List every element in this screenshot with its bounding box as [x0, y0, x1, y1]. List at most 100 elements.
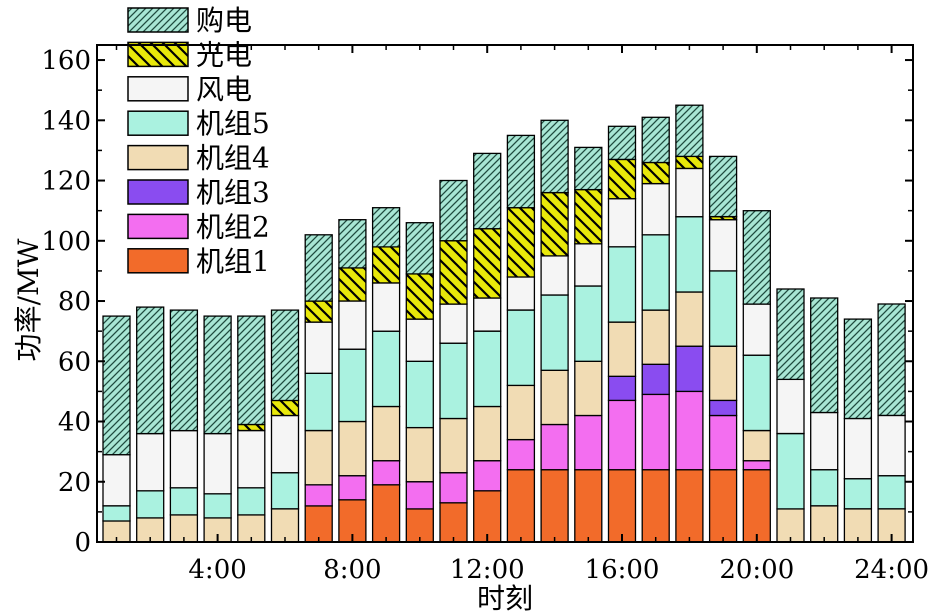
bar-segment: [607, 399, 637, 471]
bar-stack: [338, 219, 367, 543]
legend-label: 光电: [196, 38, 252, 71]
bar-segment: [675, 167, 704, 218]
bar-segment: [574, 285, 603, 362]
bar-segment: [506, 438, 536, 471]
bar-segment: [641, 393, 670, 471]
bar-segment: [473, 152, 502, 230]
legend-item: 机组4: [127, 142, 270, 175]
x-axis-label: 时刻: [477, 582, 533, 615]
bar-segment: [877, 475, 906, 510]
bar-segment: [607, 197, 637, 248]
x-tick-label: 12:00: [450, 555, 525, 585]
bar-segment: [607, 125, 637, 161]
bar-segment: [169, 309, 199, 432]
bar-stack: [843, 318, 873, 543]
bar-segment: [169, 487, 199, 516]
bar-segment: [338, 267, 367, 302]
bar-segment: [810, 297, 839, 414]
bar-segment: [405, 481, 434, 510]
legend-item: 机组3: [127, 176, 270, 209]
bar-segment: [742, 460, 771, 471]
legend-label: 机组3: [196, 176, 270, 209]
bar-segment: [506, 276, 536, 311]
bar-segment: [371, 330, 401, 408]
bar-segment: [776, 508, 805, 543]
bar-segment: [708, 219, 738, 272]
legend-item: 光电: [127, 38, 252, 71]
legend-swatch: [127, 110, 189, 136]
bar-segment: [338, 475, 367, 501]
legend-swatch: [127, 144, 189, 171]
legend-item: 机组1: [127, 245, 270, 278]
bar-segment: [473, 460, 502, 492]
bar-segment: [136, 306, 165, 435]
bar-segment: [843, 478, 873, 510]
bar-segment: [607, 375, 637, 402]
bar-stack: [574, 146, 603, 543]
bar-segment: [102, 453, 131, 507]
bar-segment: [439, 303, 468, 344]
bar-segment: [338, 219, 367, 269]
bar-stack: [270, 309, 300, 543]
bar-segment: [237, 429, 266, 489]
bar-segment: [540, 255, 569, 296]
legend-label: 购电: [196, 4, 252, 37]
bar-stack: [136, 306, 165, 543]
bar-segment: [607, 321, 637, 377]
bar-segment: [405, 360, 434, 429]
bar-segment: [641, 116, 670, 164]
legend-item: 购电: [127, 4, 252, 37]
bar-segment: [473, 297, 502, 332]
bar-stack: [641, 116, 670, 543]
plot-frame: [96, 44, 914, 543]
bar-segment: [270, 414, 300, 474]
bar-stack: [776, 288, 805, 543]
x-tick-label: 16:00: [585, 555, 660, 585]
legend-label: 机组4: [196, 142, 270, 175]
bar-stack: [742, 210, 771, 543]
bar-segment: [810, 469, 839, 507]
bar-segment: [506, 134, 536, 209]
bar-segment: [473, 330, 502, 408]
x-tick-label: 4:00: [188, 555, 246, 585]
bar-segment: [540, 191, 569, 257]
y-tick-label: 140: [41, 106, 91, 136]
bar-segment: [742, 354, 771, 432]
bar-segment: [304, 234, 333, 302]
x-tick-label: 20:00: [719, 555, 794, 585]
bar-stack: [304, 234, 333, 543]
bar-segment: [540, 469, 569, 543]
bar-segment: [304, 484, 333, 507]
legend-swatch: [127, 7, 189, 33]
bar-segment: [641, 469, 670, 543]
bar-segment: [708, 399, 738, 417]
bar-stack: [877, 303, 906, 543]
y-tick-label: 160: [41, 46, 91, 76]
bar-segment: [574, 360, 603, 417]
bar-segment: [810, 411, 839, 471]
bar-segment: [607, 246, 637, 323]
y-tick-label: 20: [58, 468, 91, 498]
bar-segment: [776, 288, 805, 381]
bar-stack: [439, 179, 468, 543]
legend-swatch: [127, 213, 189, 240]
bar-segment: [136, 432, 165, 492]
legend-item: 机组5: [127, 107, 270, 140]
bar-segment: [843, 417, 873, 480]
bar-segment: [574, 146, 603, 191]
bar-segment: [877, 414, 906, 477]
y-tick-label: 120: [41, 167, 91, 197]
bar-stack: [675, 104, 704, 543]
bar-segment: [574, 414, 603, 471]
bar-stack: [810, 297, 839, 543]
bar-segment: [371, 484, 401, 543]
bar-segment: [405, 318, 434, 362]
bar-segment: [641, 309, 670, 365]
bar-segment: [675, 104, 704, 158]
bar-segment: [338, 300, 367, 350]
bar-segment: [506, 309, 536, 387]
bar-segment: [405, 426, 434, 483]
bar-segment: [473, 405, 502, 462]
